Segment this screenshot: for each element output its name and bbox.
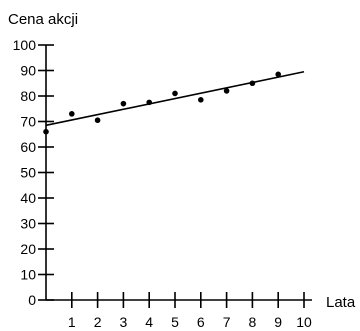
- x-tick-label: 1: [68, 314, 76, 330]
- x-tick-label: 3: [120, 314, 128, 330]
- data-point: [69, 111, 75, 117]
- y-tick-label: 10: [20, 267, 36, 283]
- y-tick-label: 60: [20, 139, 36, 155]
- x-tick-label: 7: [223, 314, 231, 330]
- data-point: [249, 80, 256, 87]
- y-axis-ticks: 0 10 20 30 40 50 60 70 80 90 100: [13, 37, 54, 308]
- y-tick-label: 50: [20, 165, 36, 181]
- x-tick-label: 2: [94, 314, 102, 330]
- x-tick-label: 5: [171, 314, 179, 330]
- data-point: [94, 117, 101, 124]
- x-tick-label: 9: [274, 314, 282, 330]
- x-tick-label: 6: [197, 314, 205, 330]
- y-axis-title: Cena akcji: [8, 11, 78, 28]
- data-points: [43, 71, 282, 135]
- y-tick-label: 40: [20, 190, 36, 206]
- x-tick-label: 8: [249, 314, 257, 330]
- y-tick-label: 80: [20, 88, 36, 104]
- y-tick-label: 70: [20, 114, 36, 130]
- trend-line: [45, 70, 305, 127]
- x-axis-ticks: 1 2 3 4 5 6 7 8 9 10: [68, 292, 312, 330]
- x-axis-title: Lata: [326, 294, 356, 311]
- data-point: [43, 128, 49, 135]
- y-tick-label: 0: [28, 292, 36, 308]
- y-tick-label: 90: [20, 63, 36, 79]
- y-tick-label: 100: [13, 37, 37, 53]
- x-tick-label: 10: [296, 314, 312, 330]
- x-tick-label: 4: [145, 314, 153, 330]
- data-point: [198, 97, 204, 103]
- data-point: [223, 88, 230, 94]
- data-point: [172, 90, 178, 97]
- data-point: [146, 99, 152, 106]
- y-tick-label: 20: [20, 241, 36, 257]
- y-tick-label: 30: [20, 216, 36, 232]
- data-point: [120, 100, 127, 107]
- data-point: [275, 71, 282, 78]
